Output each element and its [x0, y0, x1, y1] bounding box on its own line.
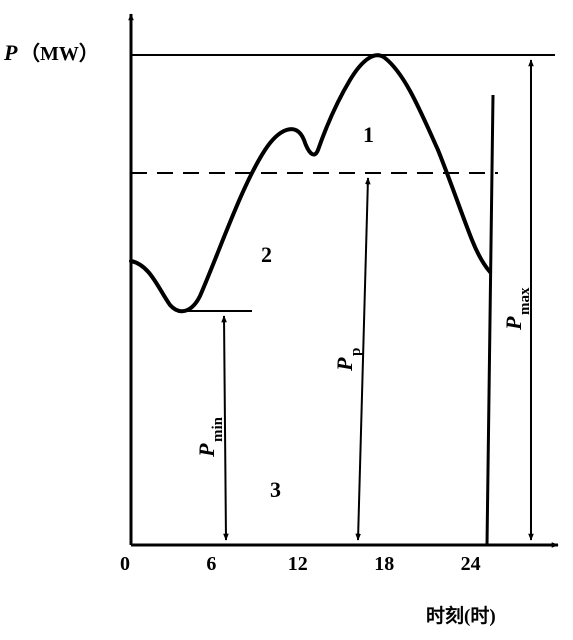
x-tick-label: 24: [461, 553, 481, 575]
x-tick-label: 0: [120, 553, 130, 575]
x-tick-label: 6: [206, 553, 216, 575]
pp-label: P p: [332, 348, 364, 372]
region-base-label: 3: [270, 477, 281, 502]
pp-arrow: [355, 177, 371, 541]
pmin-label-base: P: [194, 443, 219, 458]
load-curve: [129, 53, 492, 314]
pmax-label-sub: max: [517, 287, 533, 315]
pmax-label-base: P: [501, 316, 526, 331]
day-end-line: [485, 94, 495, 546]
x-tick-label: 12: [288, 553, 308, 575]
pp-label-sub: p: [348, 348, 364, 356]
region-peak-label: 1: [363, 122, 374, 147]
x-tick-label: 18: [374, 553, 394, 575]
pp-label-base: P: [332, 357, 357, 372]
x-axis-label: 时刻(时): [426, 604, 496, 627]
region-middle-label: 2: [261, 242, 272, 267]
y-axis-symbol: P: [3, 40, 18, 65]
pmin-arrow: [221, 315, 229, 541]
pmax-label: P max: [501, 287, 533, 331]
y-axis-unit: （MW）: [20, 42, 99, 65]
pmin-label-sub: min: [210, 416, 226, 442]
x-tick-labels: 0 6 12 18 24: [120, 553, 481, 575]
pmin-label: P min: [194, 416, 226, 458]
